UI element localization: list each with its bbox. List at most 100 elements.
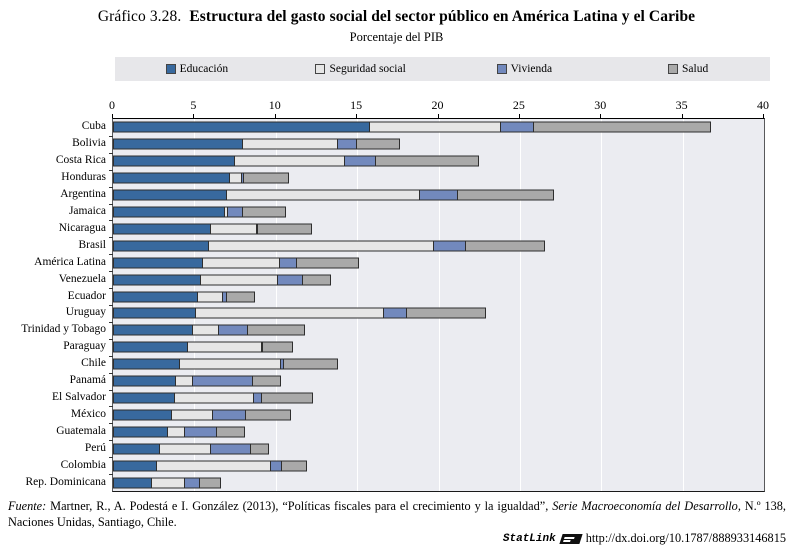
gridline — [519, 119, 521, 491]
stacked-bar — [113, 443, 270, 455]
statlink-label: StatLink — [502, 532, 556, 545]
category-label: México — [70, 407, 106, 420]
x-tick-label: 25 — [512, 98, 525, 112]
bar-segment-seguridad-social — [208, 240, 435, 252]
legend-swatch-icon — [668, 64, 679, 74]
chart-row — [113, 153, 764, 170]
bar-segment-vivienda — [337, 138, 357, 150]
bar-segment-educaci-n — [113, 375, 177, 387]
chart-number: Gráfico 3.28. — [97, 8, 182, 25]
bar-segment-educaci-n — [113, 460, 157, 472]
y-tick-mark — [109, 135, 113, 137]
chart-row — [113, 119, 764, 136]
category-label: Perú — [84, 441, 106, 454]
category-label: Ecuador — [67, 289, 106, 302]
bar-segment-educaci-n — [113, 341, 188, 353]
chart-row — [113, 474, 764, 491]
legend-label: Seguridad social — [329, 63, 406, 75]
y-tick-mark — [109, 389, 113, 391]
chart-row — [113, 339, 764, 356]
bar-segment-salud — [246, 324, 306, 336]
bar-segment-salud — [243, 172, 289, 184]
gridline — [357, 119, 359, 491]
bar-segment-salud — [215, 426, 246, 438]
x-tick-mark — [274, 114, 276, 118]
gridline — [601, 119, 603, 491]
x-tick-label: 30 — [594, 98, 607, 112]
chart-subtitle: Porcentaje del PIB — [349, 30, 444, 44]
x-tick-mark — [681, 114, 683, 118]
y-tick-mark — [109, 152, 113, 154]
bar-segment-educaci-n — [113, 172, 231, 184]
bar-segment-salud — [533, 121, 711, 133]
y-tick-mark — [109, 288, 113, 290]
bar-segment-vivienda — [433, 240, 466, 252]
bar-segment-salud — [464, 240, 545, 252]
bar-segment-educaci-n — [113, 324, 193, 336]
legend-item-vivienda: Vivienda — [443, 63, 607, 75]
category-label: Argentina — [60, 188, 106, 201]
bar-segment-vivienda — [382, 307, 408, 319]
legend: Educación Seguridad social Vivienda Salud — [115, 57, 770, 81]
bar-segment-seguridad-social — [191, 324, 220, 336]
bar-segment-seguridad-social — [234, 155, 345, 167]
category-label: Rep. Dominicana — [25, 475, 106, 488]
statlink: StatLink http://dx.doi.org/10.1787/88893… — [503, 531, 786, 546]
chart-row — [113, 237, 764, 254]
plot-area — [109, 118, 765, 492]
bar-segment-vivienda — [418, 189, 458, 201]
category-label: Panamá — [69, 374, 106, 387]
chart-row — [113, 356, 764, 373]
bar-segment-salud — [280, 460, 307, 472]
category-label: Cuba — [81, 120, 106, 133]
legend-swatch-icon — [496, 64, 507, 74]
stacked-bar — [113, 223, 313, 235]
gridline — [682, 119, 684, 491]
legend-item-salud: Salud — [606, 63, 770, 75]
bar-segment-educaci-n — [113, 392, 175, 404]
bar-segment-salud — [241, 206, 286, 218]
legend-item-seguridad-social: Seguridad social — [279, 63, 443, 75]
bar-segment-vivienda — [184, 426, 217, 438]
bar-segment-vivienda — [226, 206, 243, 218]
bar-segment-seguridad-social — [175, 375, 194, 387]
chart-row — [113, 457, 764, 474]
bar-segment-seguridad-social — [155, 460, 272, 472]
x-tick-label: 10 — [268, 98, 281, 112]
category-label: Brasil — [78, 238, 106, 251]
stacked-bar — [113, 138, 400, 150]
y-tick-mark — [109, 169, 113, 171]
y-tick-mark — [109, 186, 113, 188]
stacked-bar — [113, 274, 332, 286]
stacked-bar — [113, 392, 314, 404]
bar-segment-vivienda — [499, 121, 535, 133]
bar-segment-educaci-n — [113, 409, 172, 421]
bar-segment-salud — [261, 341, 293, 353]
category-label: Colombia — [60, 458, 106, 471]
stacked-bar — [113, 206, 286, 218]
y-tick-mark — [109, 254, 113, 256]
bar-segment-seguridad-social — [159, 443, 212, 455]
bar-segment-salud — [261, 392, 314, 404]
source-text-2: N.º 138, Naciones Unidas, Santiago, Chil… — [8, 499, 786, 529]
bar-segment-educaci-n — [113, 307, 196, 319]
chart-row — [113, 204, 764, 221]
x-tick-mark — [193, 114, 195, 118]
chart-row — [113, 220, 764, 237]
statlink-url[interactable]: http://dx.doi.org/10.1787/888933146815 — [585, 531, 786, 545]
category-label: Guatemala — [56, 424, 106, 437]
bar-segment-salud — [249, 443, 270, 455]
bar-segment-educaci-n — [113, 257, 203, 269]
stacked-bar — [113, 426, 246, 438]
category-label: Uruguay — [65, 306, 106, 319]
chart-row — [113, 322, 764, 339]
bar-segment-seguridad-social — [173, 392, 254, 404]
x-tick-label: 5 — [190, 98, 197, 112]
bar-segment-seguridad-social — [196, 291, 223, 303]
bar-segment-educaci-n — [113, 121, 371, 133]
bar-segment-seguridad-social — [170, 409, 213, 421]
bar-segment-vivienda — [276, 274, 304, 286]
y-tick-mark — [109, 440, 113, 442]
chart-row — [113, 390, 764, 407]
